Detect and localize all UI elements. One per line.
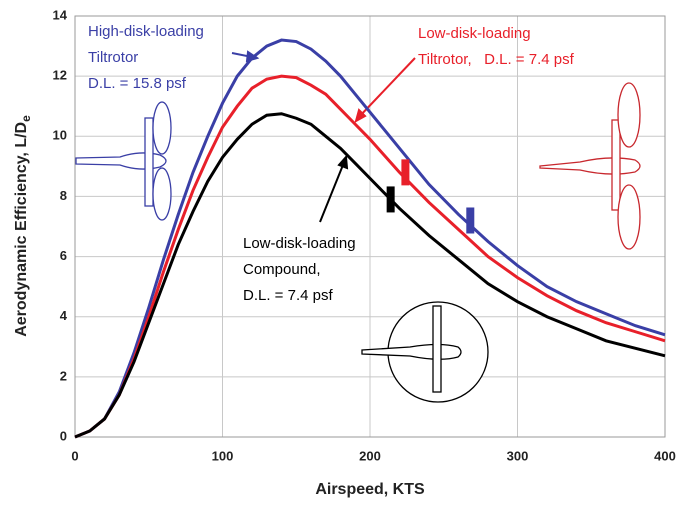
x-tick-label: 200 xyxy=(359,448,381,463)
series-line xyxy=(74,74,666,439)
y-tick-label: 0 xyxy=(60,428,67,443)
design-point-marker xyxy=(386,186,395,213)
plot-frame xyxy=(74,15,666,438)
design-point-marker xyxy=(466,207,475,234)
annotation: Tiltrotor xyxy=(88,49,138,66)
arrow-head xyxy=(354,108,367,124)
x-tick-label: 300 xyxy=(507,448,529,463)
y-axis-title-main: Aerodynamic Efficiency, L/D xyxy=(13,122,30,337)
icons xyxy=(75,82,641,403)
series-line xyxy=(74,112,666,439)
series-line xyxy=(74,38,666,439)
design-point-marker xyxy=(401,159,410,186)
y-tick-label: 10 xyxy=(53,128,67,143)
y-tick-label: 14 xyxy=(53,7,68,22)
x-tick-label: 100 xyxy=(212,448,234,463)
tiltrotor-icon xyxy=(539,82,641,250)
annotation: High-disk-loading xyxy=(88,23,204,40)
y-tick-label: 6 xyxy=(60,248,67,263)
annotation: Compound, xyxy=(243,261,321,278)
arrow-head xyxy=(337,154,349,170)
x-tick-label: 400 xyxy=(654,448,676,463)
x-axis-title: Airspeed, KTS xyxy=(315,481,425,498)
tiltrotor-icon xyxy=(75,101,172,221)
annotation: Low-disk-loading xyxy=(243,235,356,252)
arrow xyxy=(319,159,346,223)
y-tick-label: 4 xyxy=(60,308,68,323)
y-tick-label: 2 xyxy=(60,368,67,383)
y-tick-label: 8 xyxy=(60,188,67,203)
annotation: D.L. = 15.8 psf xyxy=(88,75,187,92)
annotation: Low-disk-loading xyxy=(418,25,531,42)
annotation: Tiltrotor, D.L. = 7.4 psf xyxy=(418,51,575,68)
compound-icon xyxy=(361,301,489,403)
y-axis-title-subscript: e xyxy=(19,115,33,122)
annotation: D.L. = 7.4 psf xyxy=(243,287,333,304)
grid xyxy=(74,15,666,438)
x-tick-label: 0 xyxy=(71,448,78,463)
y-tick-label: 12 xyxy=(53,68,67,83)
y-axis-title: Aerodynamic Efficiency, L/De xyxy=(13,115,33,337)
